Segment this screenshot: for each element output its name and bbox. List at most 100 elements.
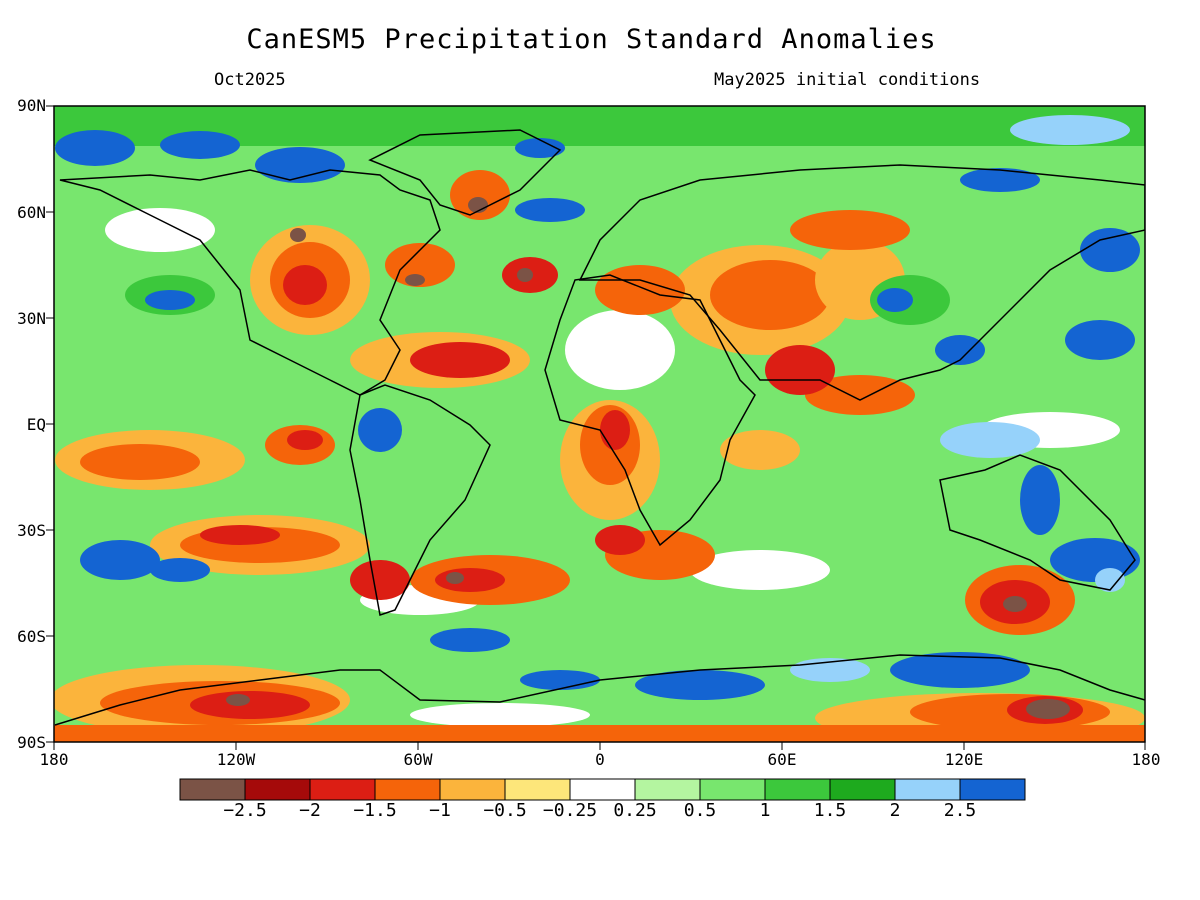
dry-blob <box>600 410 630 450</box>
dry-blob <box>595 525 645 555</box>
axis-ticks <box>46 105 1146 750</box>
wet-blob <box>1065 320 1135 360</box>
wet-blob <box>520 670 600 690</box>
colorbar-tick-label: −1 <box>429 800 451 821</box>
dry-blob <box>287 430 323 450</box>
lon-label-60w: 60W <box>403 750 433 769</box>
antarctica-coast <box>54 654 1145 726</box>
map-title: CanESM5 Precipitation Standard Anomalies <box>246 24 937 55</box>
wet-blob <box>160 131 240 159</box>
wet-blob <box>515 198 585 222</box>
dry-blob <box>190 691 310 719</box>
valid-time-label: Oct2025 <box>214 70 286 90</box>
lat-label-90n: 90N <box>17 96 46 115</box>
lon-label-60e: 60E <box>767 750 797 769</box>
dry-blob <box>350 560 410 600</box>
wet-blob <box>940 422 1040 458</box>
wet-blob <box>430 628 510 652</box>
neutral-patch <box>410 703 590 727</box>
colorbar-swatch <box>829 778 896 801</box>
dry-blob <box>385 243 455 287</box>
dry-blob <box>765 345 835 395</box>
colorbar-swatch <box>699 778 766 801</box>
wet-blob <box>255 147 345 183</box>
wet-blob <box>877 288 913 312</box>
colorbar-tick-label: 0.25 <box>613 800 657 821</box>
greenland-coast <box>368 129 562 216</box>
colorbar-swatch <box>179 778 246 801</box>
colorbar-tick-label: −2 <box>299 800 321 821</box>
colorbar-tick-label: −0.5 <box>483 800 527 821</box>
australia-coast <box>939 454 1136 591</box>
wet-blob <box>1095 568 1125 592</box>
dry-core <box>1026 699 1070 719</box>
dry-blob <box>710 260 830 330</box>
colorbar-tick-label: −2.5 <box>223 800 267 821</box>
dry-core <box>517 268 533 282</box>
lat-label-30n: 30N <box>17 309 46 328</box>
colorbar-tick-label: 1 <box>759 800 771 821</box>
wet-blob <box>890 652 1030 688</box>
lon-label-180e: 180 <box>1131 750 1161 769</box>
wet-blob <box>55 130 135 166</box>
dry-blob <box>805 375 915 415</box>
dry-core <box>290 228 306 242</box>
colorbar-swatch <box>764 778 831 801</box>
dry-blob <box>283 265 327 305</box>
wet-blob <box>358 408 402 452</box>
neutral-patch <box>565 310 675 390</box>
wet-blob <box>1080 228 1140 272</box>
colorbar-swatch <box>959 778 1026 801</box>
colorbar-tick-label: −1.5 <box>353 800 397 821</box>
dry-blob <box>720 430 800 470</box>
eurasia-coast <box>578 164 1145 401</box>
lat-label-60n: 60N <box>17 203 46 222</box>
initial-conditions-label: May2025 initial conditions <box>714 70 981 90</box>
wet-blob <box>515 138 565 158</box>
wet-blob <box>960 168 1040 192</box>
dry-blob <box>80 444 200 480</box>
wet-blob <box>1050 538 1140 582</box>
dry-core <box>226 694 250 706</box>
colorbar-swatch <box>634 778 701 801</box>
dry-core <box>405 274 425 286</box>
wet-blob <box>1010 115 1130 145</box>
dry-blob <box>200 525 280 545</box>
colorbar-tick-label: −0.25 <box>542 800 598 821</box>
neutral-patch <box>105 208 215 252</box>
lon-label-120w: 120W <box>216 750 256 769</box>
dry-core <box>1003 596 1027 612</box>
wet-blob <box>145 290 195 310</box>
colorbar-tick-label: 1.5 <box>813 800 847 821</box>
lon-label-120e: 120E <box>944 750 984 769</box>
colorbar-tick-label: 2.5 <box>943 800 977 821</box>
colorbar-swatch <box>374 778 441 801</box>
colorbar-swatch <box>439 778 506 801</box>
coastlines <box>54 129 1145 726</box>
wet-blob <box>1020 465 1060 535</box>
wet-blob <box>80 540 160 580</box>
colorbar-swatch <box>504 778 571 801</box>
lon-label-180w: 180 <box>39 750 69 769</box>
lat-label-30s: 30S <box>17 521 46 540</box>
wet-blob <box>935 335 985 365</box>
lat-label-90s: 90S <box>17 733 46 752</box>
colorbar-swatch <box>894 778 961 801</box>
north-america-coast <box>59 169 441 396</box>
wet-blob <box>150 558 210 582</box>
neutral-patch <box>690 550 830 590</box>
lat-label-60s: 60S <box>17 627 46 646</box>
colorbar-tick-label: 2 <box>889 800 901 821</box>
colorbar-swatch <box>309 778 376 801</box>
lat-label-eq: EQ <box>26 415 46 434</box>
south-america-coast <box>349 384 491 616</box>
lon-label-0: 0 <box>595 750 605 769</box>
dry-band <box>54 725 1145 742</box>
dry-blob <box>450 170 510 220</box>
colorbar-swatch <box>569 778 636 801</box>
dry-core <box>446 572 464 584</box>
anomaly-field <box>54 106 1145 742</box>
wet-blob <box>635 670 765 700</box>
dry-blob <box>410 342 510 378</box>
